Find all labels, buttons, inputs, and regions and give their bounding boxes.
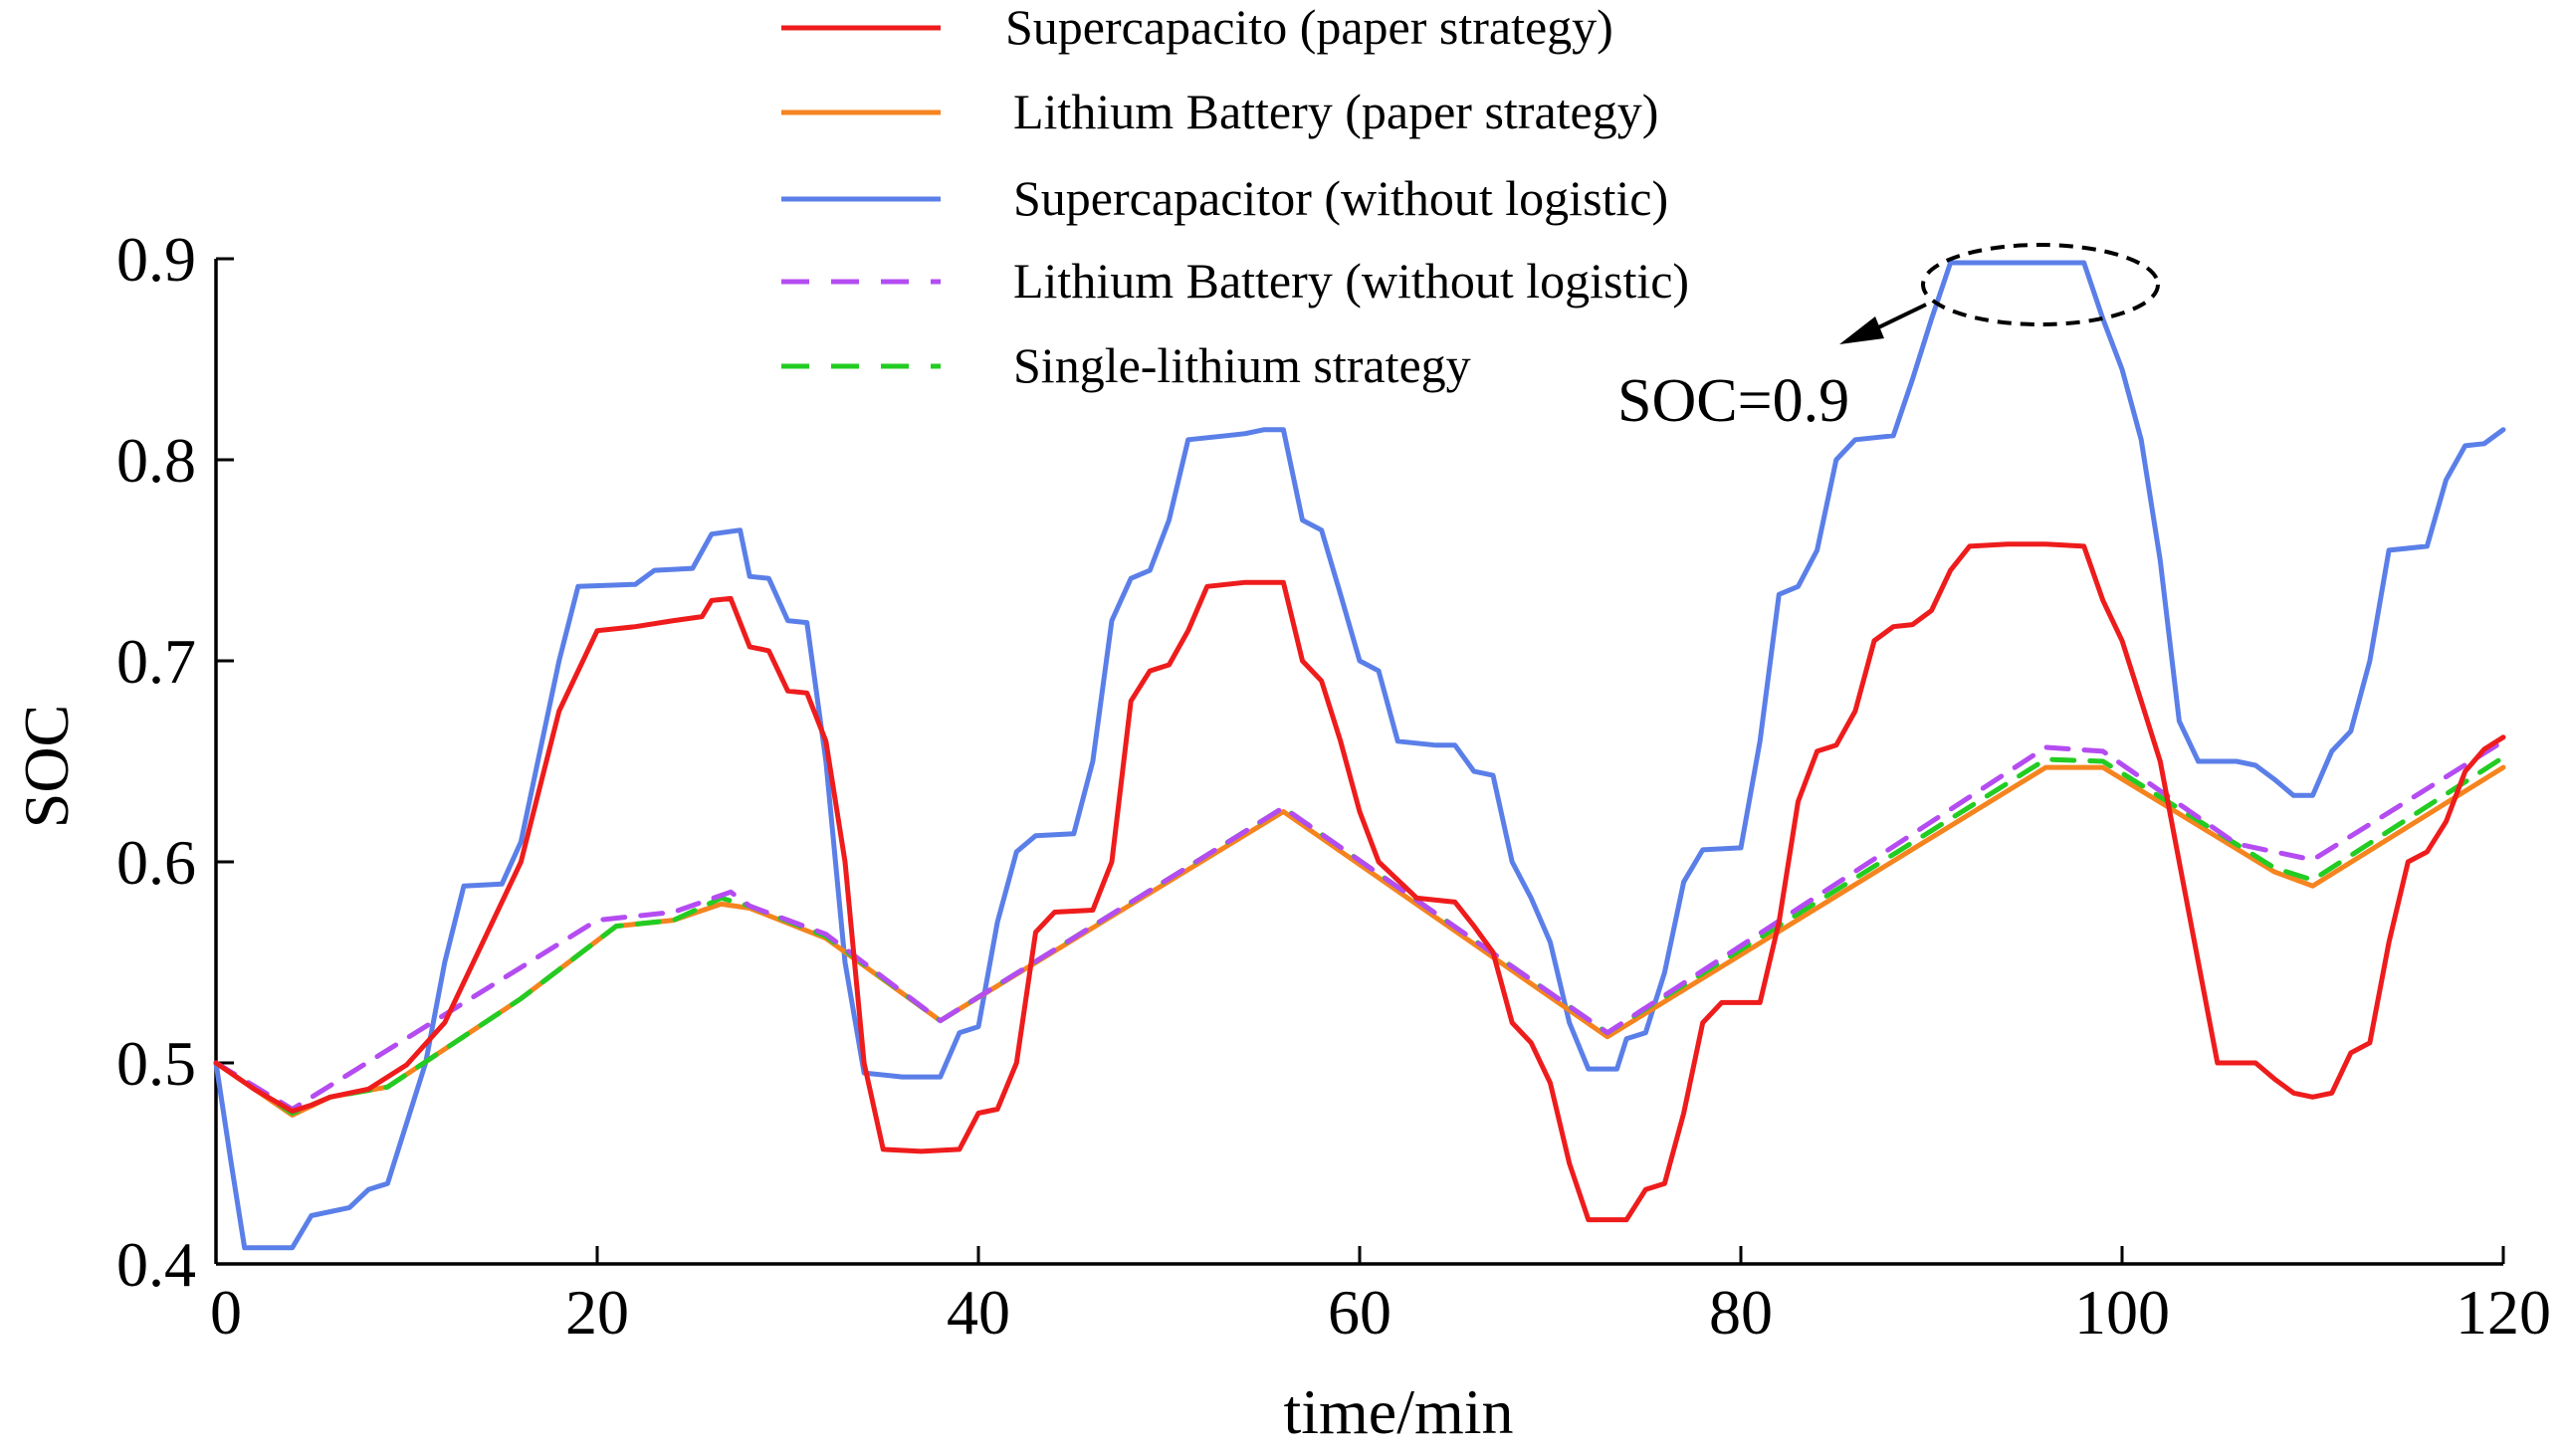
y-tick-label: 0.5 xyxy=(116,1028,196,1099)
legend-item: Single-lithium strategy xyxy=(781,337,1471,393)
series-line-3 xyxy=(213,738,2506,1112)
legend-label: Lithium Battery (without logistic) xyxy=(1013,253,1689,309)
legend-label: Supercapacitor (without logistic) xyxy=(1013,170,1668,226)
annotation: SOC=0.9 xyxy=(1617,243,2160,435)
series-line-2 xyxy=(213,260,2506,1251)
y-tick-label: 0.8 xyxy=(116,425,196,496)
x-tick-label: 40 xyxy=(947,1277,1010,1348)
annotation-label: SOC=0.9 xyxy=(1617,367,1849,435)
x-tick-label: 20 xyxy=(565,1277,629,1348)
x-tick-label: 120 xyxy=(2456,1277,2551,1348)
annotation-arrowhead xyxy=(1839,316,1884,344)
y-ticks: 0.4 0.5 0.6 0.7 0.8 0.9 xyxy=(116,224,234,1300)
x-axis-label: time/min xyxy=(1283,1376,1513,1447)
legend-item: Lithium Battery (without logistic) xyxy=(781,253,1689,309)
legend-item: Supercapacito (paper strategy) xyxy=(781,0,1613,55)
legend-item: Lithium Battery (paper strategy) xyxy=(781,84,1658,139)
x-tick-label: 80 xyxy=(1709,1277,1773,1348)
y-tick-label: 0.9 xyxy=(116,224,196,295)
x-tick-label: 60 xyxy=(1328,1277,1391,1348)
series-group xyxy=(213,260,2506,1251)
x-tick-label: 100 xyxy=(2074,1277,2170,1348)
legend: Supercapacito (paper strategy) Lithium Ba… xyxy=(781,0,1689,393)
x-ticks: 0 20 40 60 80 100 120 xyxy=(210,1246,2551,1348)
series-line-0 xyxy=(213,541,2506,1223)
legend-label: Lithium Battery (paper strategy) xyxy=(1013,84,1658,139)
annotation-ellipse xyxy=(1921,243,2160,326)
series-line-1 xyxy=(213,764,2506,1118)
x-tick-label: 0 xyxy=(210,1277,242,1348)
legend-label: Single-lithium strategy xyxy=(1013,337,1471,393)
y-tick-label: 0.4 xyxy=(116,1229,196,1300)
y-axis-label: SOC xyxy=(11,705,82,829)
legend-item: Supercapacitor (without logistic) xyxy=(781,170,1668,226)
y-tick-label: 0.6 xyxy=(116,827,196,898)
y-tick-label: 0.7 xyxy=(116,626,196,697)
legend-label: Supercapacito (paper strategy) xyxy=(1005,0,1613,55)
